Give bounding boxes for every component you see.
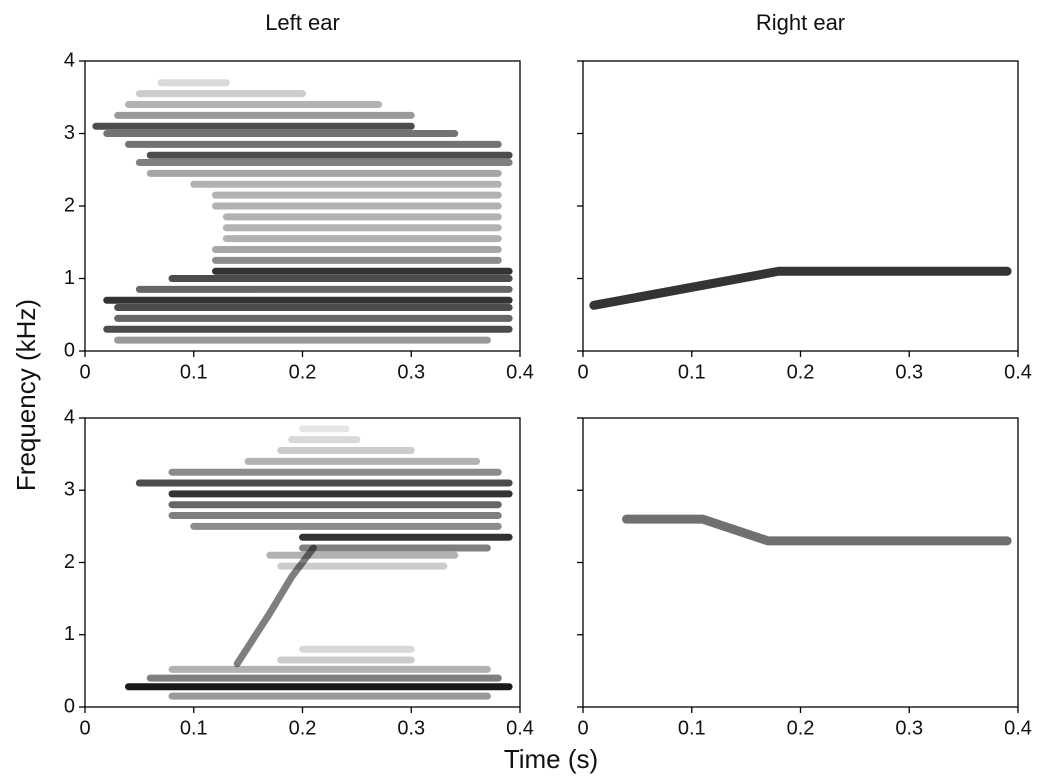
x-tick-label: 0.3 xyxy=(895,361,923,383)
x-tick-label: 0.2 xyxy=(289,717,317,739)
x-axis-label: Time (s) xyxy=(504,744,598,774)
x-tick-label: 0 xyxy=(79,361,90,383)
x-tick-label: 0.1 xyxy=(180,361,208,383)
y-tick-label: 3 xyxy=(64,479,75,501)
panel-title: Left ear xyxy=(265,10,340,35)
y-tick-label: 3 xyxy=(64,122,75,144)
x-tick-label: 0.4 xyxy=(506,361,534,383)
x-tick-label: 0.3 xyxy=(397,361,425,383)
x-tick-label: 0.3 xyxy=(397,717,425,739)
x-tick-label: 0.1 xyxy=(678,717,706,739)
y-tick-label: 1 xyxy=(64,623,75,645)
x-tick-label: 0.2 xyxy=(289,361,317,383)
panel-title: Right ear xyxy=(756,10,845,35)
x-tick-label: 0.2 xyxy=(787,361,815,383)
y-axis-label: Frequency (kHz) xyxy=(11,299,41,491)
y-tick-label: 2 xyxy=(64,551,75,573)
y-tick-label: 0 xyxy=(64,339,75,361)
x-tick-label: 0.2 xyxy=(787,717,815,739)
x-tick-label: 0 xyxy=(79,717,90,739)
plot-frame xyxy=(582,60,1019,352)
y-tick-label: 2 xyxy=(64,194,75,216)
harmonic-band xyxy=(233,544,317,668)
y-tick-label: 4 xyxy=(64,406,75,428)
formant-track xyxy=(622,514,1012,546)
y-tick-label: 0 xyxy=(64,695,75,717)
x-tick-label: 0.1 xyxy=(180,717,208,739)
y-tick-label: 1 xyxy=(64,267,75,289)
plot-frame xyxy=(582,417,1019,708)
formant-track xyxy=(589,266,1012,310)
x-tick-label: 0.4 xyxy=(1004,717,1032,739)
x-tick-label: 0.1 xyxy=(678,361,706,383)
x-tick-label: 0.4 xyxy=(506,717,534,739)
x-tick-label: 0 xyxy=(577,717,588,739)
x-tick-label: 0.4 xyxy=(1004,361,1032,383)
y-tick-label: 4 xyxy=(64,49,75,71)
x-tick-label: 0 xyxy=(577,361,588,383)
x-tick-label: 0.3 xyxy=(895,717,923,739)
